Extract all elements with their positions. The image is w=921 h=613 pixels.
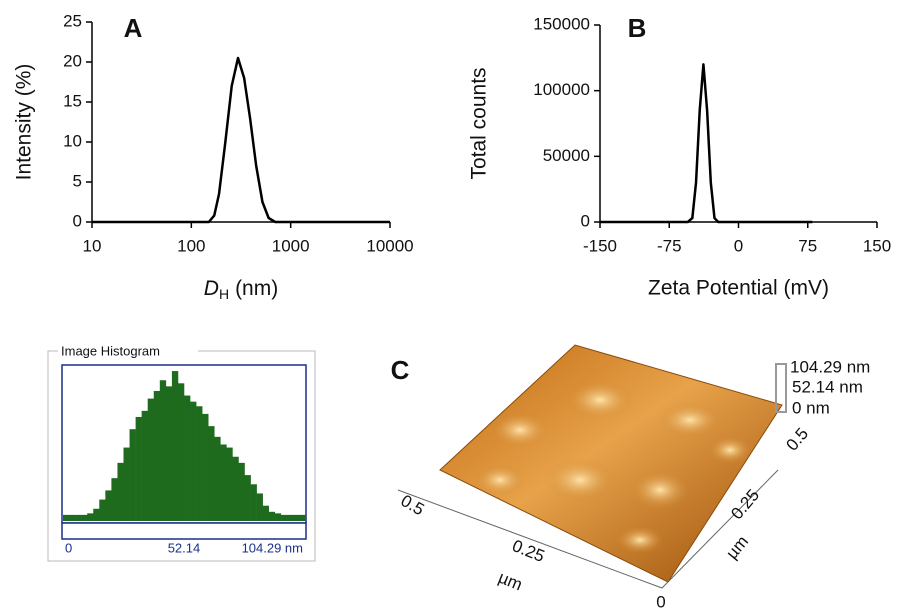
axis-label: 0.25 [509, 536, 547, 566]
y-tick-label: 5 [73, 171, 82, 190]
x-tick-label: 104.29 nm [242, 540, 303, 555]
axis-label: 0.5 [782, 424, 812, 454]
x-tick-label: 0 [734, 236, 743, 255]
histogram-bar [183, 395, 191, 521]
histogram-bar [99, 499, 106, 521]
histogram-bar [226, 447, 233, 521]
panel-letter: C [391, 355, 410, 385]
histogram-bar [202, 413, 209, 521]
histogram-strip [61, 522, 307, 540]
histogram-bar [190, 401, 197, 521]
histogram-bar [165, 386, 173, 521]
histogram-bar [250, 484, 257, 521]
y-tick-label: 20 [63, 51, 82, 70]
histogram-bar [81, 514, 88, 521]
x-axis-label-part: (nm) [235, 277, 278, 300]
y-tick-label: 10 [63, 131, 82, 150]
histogram-bar [141, 410, 148, 521]
y-tick-label: 100000 [533, 80, 590, 99]
y-axis-label: Total counts [468, 67, 491, 179]
afm-surface [397, 344, 787, 589]
histogram-bar [111, 478, 118, 521]
x-tick-label: 10 [83, 236, 102, 255]
x-tick-label: 52.14 [168, 540, 201, 555]
histogram-bar [298, 514, 306, 521]
y-tick-label: 0 [581, 211, 590, 230]
data-line [92, 56, 390, 224]
histogram-bar [87, 513, 94, 521]
x-axis-label: DH (nm) [204, 277, 278, 302]
x-tick-label: 75 [798, 236, 817, 255]
y-tick-label: 50000 [543, 146, 590, 165]
histogram-bar [105, 490, 112, 521]
y-axis-label: Intensity (%) [13, 64, 36, 181]
x-tick-label: 0 [65, 540, 72, 555]
scale-label: 104.29 nm [790, 357, 870, 376]
histogram-bar [196, 406, 203, 521]
histogram-title-bg [58, 344, 198, 358]
histogram-bar [147, 398, 155, 521]
histogram-bar [208, 426, 215, 521]
x-tick-label: -150 [583, 236, 617, 255]
histogram-bar [262, 505, 270, 521]
histogram-bar [274, 513, 282, 521]
histogram-bar [256, 493, 263, 521]
histogram-bar [292, 514, 300, 521]
histogram-bar [159, 380, 167, 521]
y-tick-label: 25 [63, 11, 82, 30]
x-tick-label: 100 [177, 236, 205, 255]
y-tick-label: 15 [63, 91, 82, 110]
histogram-bar [171, 371, 179, 521]
histogram-bar [129, 429, 136, 521]
histogram-bar [123, 447, 130, 521]
histogram-bar [214, 436, 221, 521]
histogram-bar [63, 514, 70, 521]
histogram-bar [220, 444, 227, 521]
panel-letter: B [628, 13, 647, 43]
histogram-bar [69, 514, 76, 521]
data-line [600, 63, 813, 224]
histogram-bar [75, 514, 82, 521]
histogram-bar [244, 475, 251, 521]
histogram-bar [286, 514, 294, 521]
x-tick-label: 10000 [366, 236, 413, 255]
histogram-bar [93, 508, 100, 521]
y-tick-label: 0 [73, 211, 82, 230]
x-tick-label: -75 [657, 236, 682, 255]
axis-label: µm [722, 532, 752, 563]
histogram-bar [135, 416, 142, 521]
axis-label: 0.5 [398, 491, 428, 519]
histogram-bar [117, 462, 124, 521]
histogram-bar [153, 390, 161, 521]
histogram-bar [268, 511, 276, 521]
x-axis-label-part: H [219, 286, 229, 302]
axis-label: 0 [656, 592, 665, 611]
histogram-bar [238, 462, 245, 521]
histogram-bar [280, 514, 288, 521]
axis-label: µm [496, 568, 525, 595]
y-tick-label: 150000 [533, 14, 590, 33]
x-axis-label-part: D [204, 277, 219, 300]
histogram-title: Image Histogram [61, 343, 160, 358]
scale-label: 52.14 nm [792, 377, 863, 396]
scale-label: 0 nm [792, 398, 830, 417]
histogram-bar [177, 383, 185, 521]
x-tick-label: 1000 [272, 236, 310, 255]
panel-letter: A [124, 13, 143, 43]
histogram-bar [232, 456, 239, 521]
x-axis-label: Zeta Potential (mV) [648, 277, 829, 300]
x-tick-label: 150 [863, 236, 891, 255]
